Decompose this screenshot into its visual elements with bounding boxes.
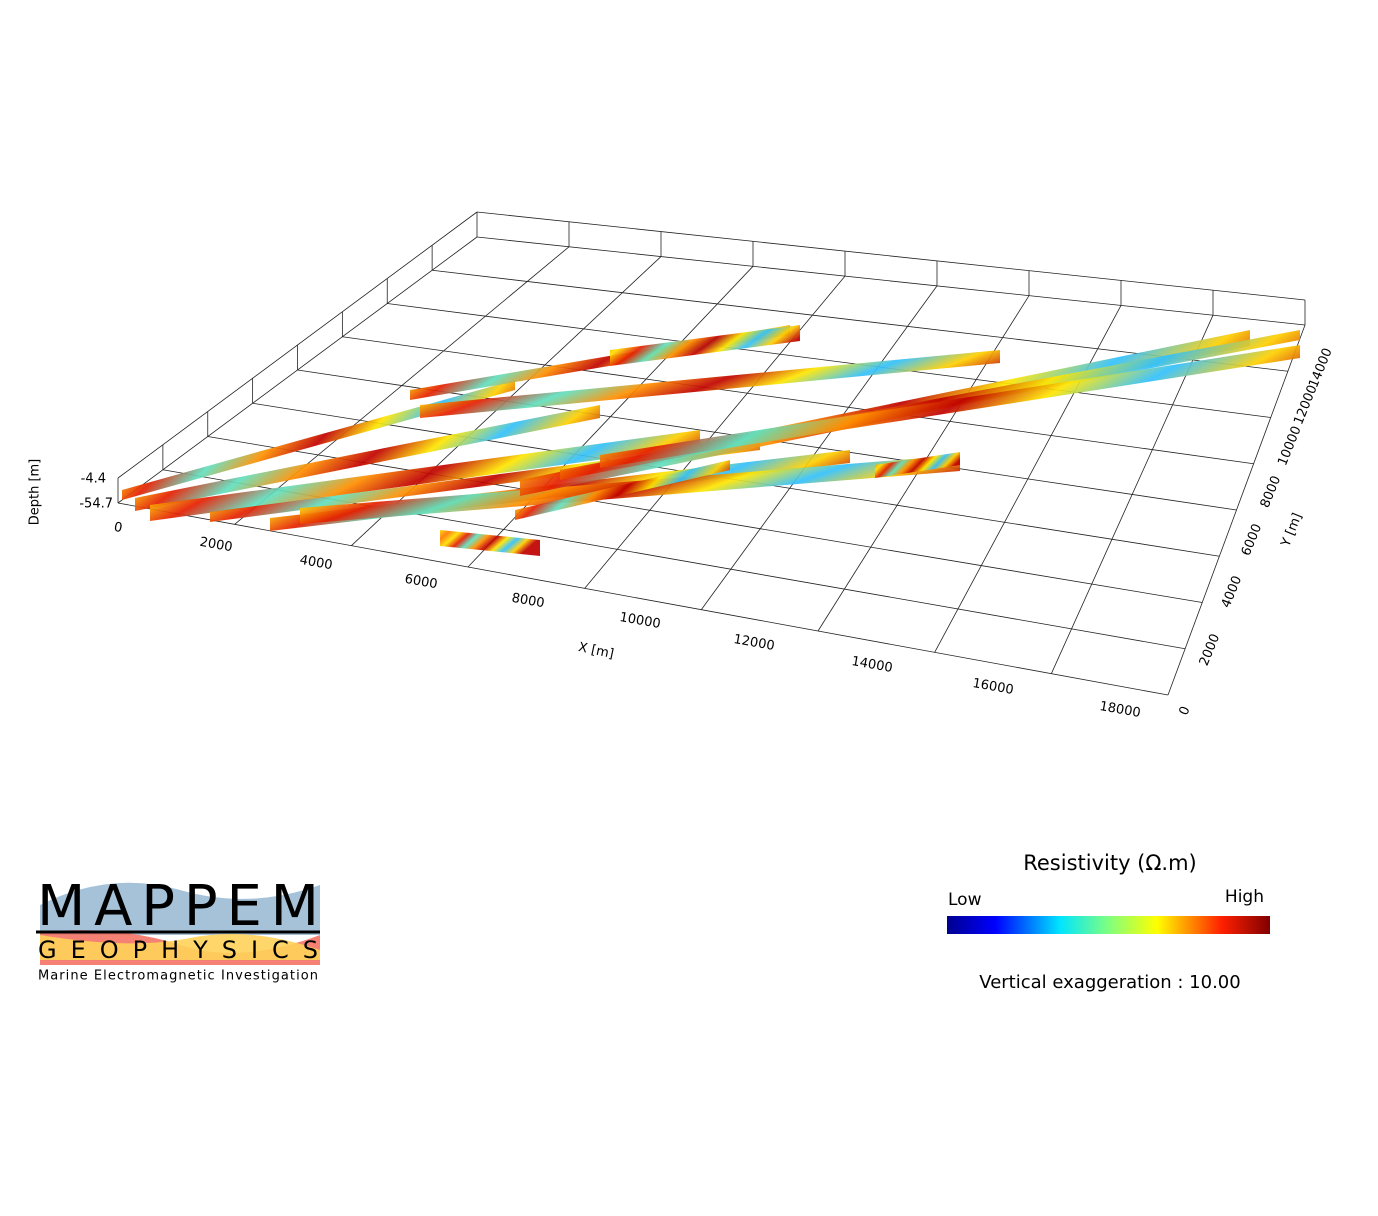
x-tick-label: 2000: [198, 535, 233, 556]
x-axis-label: X [m]: [577, 640, 615, 662]
x-tick-label: 14000: [850, 654, 893, 676]
slice: [515, 460, 730, 520]
x-tick-label: 10000: [618, 610, 661, 632]
grid-line: [476, 236, 1306, 326]
x-tick-label: 18000: [1098, 699, 1141, 721]
y-tick-label: 8000: [1258, 474, 1284, 510]
x-tick-label: 4000: [298, 553, 333, 574]
resistivity-slices: [122, 325, 1300, 556]
logo: MAPPEM GEOPHYSICS Marine Electromagnetic…: [36, 874, 320, 984]
slice: [875, 452, 960, 478]
grid-line: [117, 502, 1169, 696]
x-tick-label: 12000: [732, 632, 775, 654]
grid-line: [342, 336, 1254, 465]
box-edge: [476, 211, 1306, 301]
slice: [135, 405, 600, 511]
exaggeration: Vertical exaggeration : 10.00: [979, 972, 1240, 993]
logo-tagline: Marine Electromagnetic Investigation: [38, 969, 318, 984]
y-axis-label: Y [m]: [1278, 511, 1305, 550]
colorbar: [947, 916, 1270, 934]
colorbar-high: High: [1225, 887, 1264, 907]
slice: [150, 430, 700, 521]
y-tick-label: 0: [1176, 704, 1193, 717]
y-tick-label: 12000: [1291, 383, 1320, 427]
slice: [610, 325, 800, 366]
y-tick-label: 14000: [1306, 346, 1335, 390]
colorbar-low: Low: [948, 890, 982, 910]
y-tick-label: 4000: [1219, 574, 1245, 610]
colorbar-title: Resistivity (Ω.m): [1023, 851, 1197, 875]
slice: [440, 530, 540, 556]
x-tick-label: 0: [113, 520, 124, 536]
depth-tick-label: -54.7: [79, 497, 113, 512]
depth-tick-label: -4.4: [81, 472, 106, 487]
depth-axis-label: Depth [m]: [28, 459, 43, 526]
x-tick-label: 8000: [510, 591, 545, 612]
x-tick-label: 6000: [403, 572, 438, 593]
grid-line: [387, 303, 1271, 418]
logo-sub: GEOPHYSICS: [38, 936, 318, 964]
y-tick-label: 2000: [1197, 632, 1223, 668]
y-tick-label: 10000: [1275, 424, 1304, 468]
x-tick-label: 16000: [971, 676, 1014, 698]
slice: [600, 345, 1300, 468]
slice: [122, 380, 515, 500]
slice: [420, 350, 1000, 418]
y-tick-label: 6000: [1239, 522, 1265, 558]
grid-line: [207, 436, 1203, 603]
